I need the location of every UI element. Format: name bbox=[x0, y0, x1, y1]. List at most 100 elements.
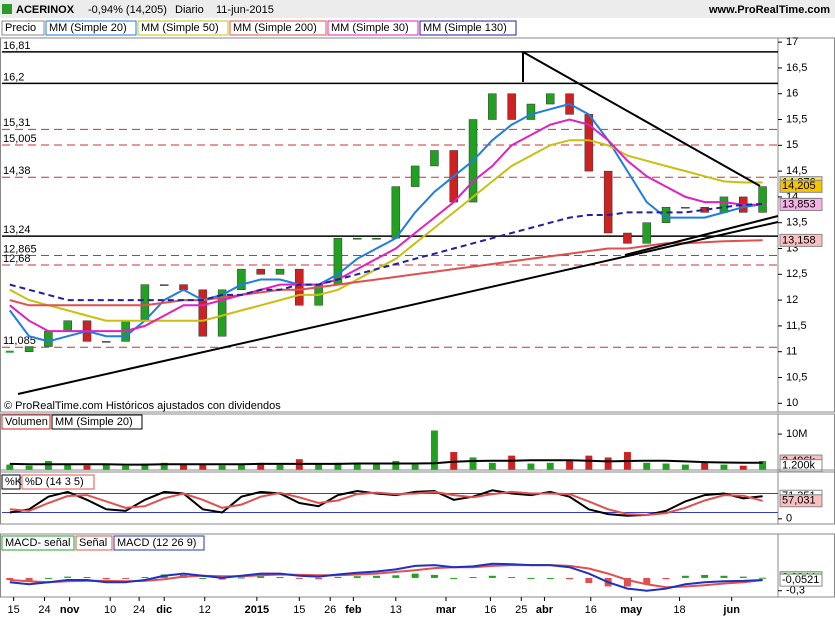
candle bbox=[198, 289, 208, 337]
legend-label: MACD- señal bbox=[5, 537, 70, 549]
level-label: 16,81 bbox=[3, 40, 31, 52]
value-marker bbox=[779, 459, 823, 473]
series-line bbox=[9, 239, 763, 307]
x-tick-label: abr bbox=[536, 604, 554, 616]
bar bbox=[83, 577, 91, 579]
bar bbox=[334, 462, 342, 470]
value-marker bbox=[779, 179, 823, 193]
x-tick-label: 16 bbox=[484, 604, 496, 616]
candle bbox=[430, 150, 439, 167]
trend-line bbox=[17, 221, 779, 395]
candle bbox=[719, 196, 729, 213]
bar bbox=[83, 465, 91, 470]
level-label: 15,005 bbox=[3, 133, 37, 145]
legend-box bbox=[1, 535, 75, 551]
bar bbox=[488, 575, 496, 578]
y-tick-label: 16,5 bbox=[786, 62, 807, 74]
y-tick-label: 15,5 bbox=[786, 113, 807, 125]
bar bbox=[662, 463, 670, 470]
bar bbox=[450, 577, 458, 579]
bar bbox=[430, 574, 438, 578]
level-label: 12,68 bbox=[3, 253, 31, 265]
x-tick-label: jun bbox=[722, 604, 740, 616]
bar bbox=[237, 464, 245, 470]
level-label: 16,2 bbox=[3, 71, 24, 83]
y-tick-label: 12 bbox=[786, 294, 798, 306]
bar bbox=[759, 577, 767, 579]
candle bbox=[584, 114, 594, 172]
series-line bbox=[9, 562, 763, 592]
x-tick-label: 18 bbox=[673, 604, 685, 616]
candle bbox=[623, 232, 632, 244]
value-marker bbox=[779, 494, 823, 508]
trend-line bbox=[624, 215, 779, 256]
bar bbox=[44, 577, 52, 579]
candle bbox=[275, 268, 285, 275]
candle bbox=[159, 284, 169, 286]
legend-box bbox=[327, 20, 419, 36]
candle bbox=[102, 341, 111, 343]
bar bbox=[141, 463, 149, 470]
x-tick-label: 10 bbox=[104, 604, 116, 616]
x-tick-label: 16 bbox=[585, 604, 597, 616]
bar bbox=[488, 462, 496, 470]
bar bbox=[392, 575, 400, 578]
x-tick-label: 13 bbox=[390, 604, 402, 616]
x-tick-label: dic bbox=[156, 604, 172, 616]
x-tick-label: may bbox=[620, 604, 643, 616]
bar bbox=[64, 576, 72, 578]
legend-label: MM (Simple 30) bbox=[331, 22, 409, 34]
site: www.ProRealTime.com bbox=[708, 4, 830, 16]
legend-box bbox=[137, 20, 229, 36]
legend-label: MM (Simple 20) bbox=[55, 416, 133, 428]
x-tick-label: nov bbox=[60, 604, 80, 616]
bar bbox=[585, 455, 593, 470]
bar bbox=[604, 457, 612, 470]
bar bbox=[353, 576, 361, 578]
value-marker bbox=[779, 573, 823, 587]
bar bbox=[102, 464, 110, 470]
candle bbox=[295, 268, 304, 306]
symbol: ACERINOX bbox=[16, 4, 75, 16]
value-marker-label: 57,031 bbox=[782, 495, 816, 507]
candle bbox=[488, 93, 497, 120]
bar bbox=[44, 461, 52, 470]
value-marker bbox=[779, 233, 823, 247]
bar bbox=[411, 573, 419, 578]
legend-label: MM (Simple 200) bbox=[233, 22, 317, 34]
candle bbox=[758, 186, 767, 213]
x-tick-label: mar bbox=[436, 604, 457, 616]
x-tick-label: feb bbox=[345, 604, 362, 616]
level-label: 12,865 bbox=[3, 243, 37, 255]
bar bbox=[681, 575, 689, 578]
bar bbox=[160, 462, 168, 470]
bar bbox=[527, 463, 535, 470]
bar bbox=[276, 464, 284, 470]
legend-label: %D (14 3 5) bbox=[25, 476, 84, 488]
series-line bbox=[9, 490, 763, 517]
bar bbox=[508, 577, 516, 579]
legend-box bbox=[419, 20, 517, 36]
bar bbox=[199, 463, 207, 470]
candle bbox=[352, 237, 362, 240]
value-marker-label: 13,158 bbox=[782, 234, 816, 246]
date: 11-jun-2015 bbox=[216, 4, 274, 16]
bar bbox=[353, 463, 361, 470]
change: -0,94% (14,205) bbox=[88, 4, 167, 16]
bar bbox=[122, 465, 130, 470]
y-tick-label: 11,5 bbox=[786, 320, 807, 332]
candle bbox=[681, 206, 690, 209]
bar bbox=[546, 462, 554, 470]
legend-label: MM (Simple 50) bbox=[141, 22, 219, 34]
bar bbox=[122, 577, 130, 579]
candle bbox=[256, 268, 265, 275]
bar bbox=[315, 464, 323, 470]
bar bbox=[759, 461, 767, 470]
bar bbox=[25, 577, 33, 581]
level-label: 13,24 bbox=[3, 224, 31, 236]
bar bbox=[373, 575, 380, 578]
legend-label: Precio bbox=[5, 22, 36, 34]
